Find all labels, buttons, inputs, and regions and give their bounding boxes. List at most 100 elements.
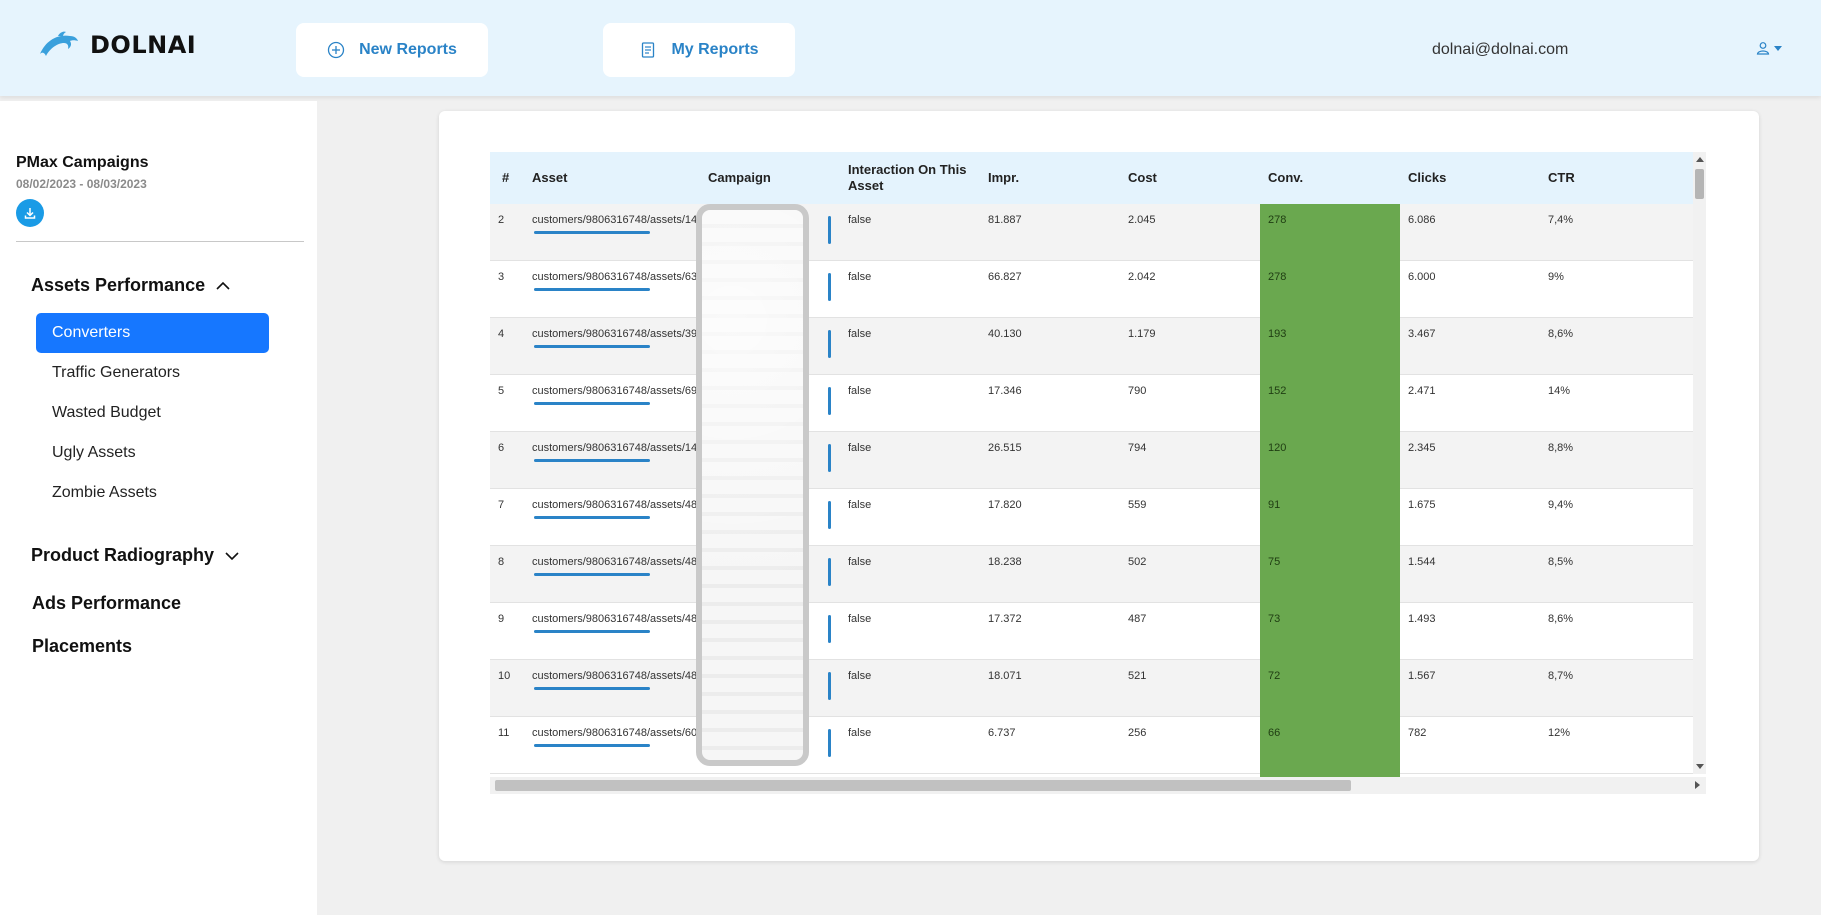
- cell-interaction: false: [848, 385, 872, 397]
- table-row[interactable]: 152 5 customers/9806316748/assets/69 false 1…: [490, 375, 1693, 432]
- cell-asset[interactable]: customers/9806316748/assets/48: [532, 499, 696, 511]
- cell-asset[interactable]: customers/9806316748/assets/14: [532, 214, 696, 226]
- cell-asset[interactable]: customers/9806316748/assets/14: [532, 442, 696, 454]
- brand-name: DOLNAI: [90, 31, 197, 59]
- cell-conv: 278: [1260, 261, 1400, 318]
- sidebar-item-label: Zombie Assets: [52, 484, 157, 501]
- cell-conv-value: 91: [1268, 499, 1281, 511]
- col-clicks[interactable]: Clicks: [1408, 170, 1447, 185]
- cell-impr: 66.827: [988, 271, 1022, 283]
- vertical-scroll-thumb[interactable]: [1695, 169, 1704, 199]
- report-title: PMax Campaigns: [16, 154, 149, 171]
- table-row[interactable]: 91 7 customers/9806316748/assets/48 false 17…: [490, 489, 1693, 546]
- cell-ctr: 8,8%: [1548, 442, 1574, 454]
- sidebar-item-converters[interactable]: Converters: [36, 313, 269, 353]
- cell-interaction: false: [848, 271, 872, 283]
- cell-conv: 278: [1260, 204, 1400, 261]
- cell-asset[interactable]: customers/9806316748/assets/48: [532, 613, 696, 625]
- sidebar-item-zombie-assets[interactable]: Zombie Assets: [36, 473, 269, 513]
- cell-index: 7: [498, 499, 505, 511]
- col-impr[interactable]: Impr.: [988, 170, 1020, 185]
- cell-asset[interactable]: customers/9806316748/assets/63: [532, 271, 696, 283]
- sidebar-item-label: Traffic Generators: [52, 364, 181, 381]
- cell-impr: 26.515: [988, 442, 1022, 454]
- download-icon: [24, 208, 36, 219]
- cell-interaction: false: [848, 613, 872, 625]
- cell-ctr: 12%: [1548, 727, 1571, 739]
- table-row[interactable]: 75 8 customers/9806316748/assets/48 false 18…: [490, 546, 1693, 603]
- horizontal-scrollbar[interactable]: [490, 777, 1706, 794]
- cell-conv-value: 72: [1268, 670, 1281, 682]
- table-row[interactable]: 278 3 customers/9806316748/assets/63 false 6…: [490, 261, 1693, 318]
- table-row[interactable]: 73 9 customers/9806316748/assets/48 false 17…: [490, 603, 1693, 660]
- cell-interaction: false: [848, 442, 872, 454]
- cell-interaction: false: [848, 328, 872, 340]
- brand-logo[interactable]: DOLNAI: [38, 30, 196, 60]
- sidebar-divider: [16, 241, 304, 242]
- cell-asset[interactable]: customers/9806316748/assets/69: [532, 385, 696, 397]
- cell-clicks: 6.086: [1408, 214, 1436, 226]
- cell-conv-value: 120: [1268, 442, 1287, 454]
- cell-cost: 794: [1128, 442, 1147, 454]
- cell-index: 3: [498, 271, 505, 283]
- col-index[interactable]: #: [502, 170, 510, 185]
- cell-conv-value: 75: [1268, 556, 1281, 568]
- cell-asset[interactable]: customers/9806316748/assets/48: [532, 670, 696, 682]
- sidebar-item-ugly-assets[interactable]: Ugly Assets: [36, 433, 269, 473]
- cell-asset[interactable]: customers/9806316748/assets/60: [532, 727, 696, 739]
- col-campaign[interactable]: Campaign: [708, 170, 771, 185]
- cell-impr: 81.887: [988, 214, 1022, 226]
- chevron-down-icon: [225, 551, 239, 560]
- sidebar-item-wasted-budget[interactable]: Wasted Budget: [36, 393, 269, 433]
- table-row[interactable]: 278 2 customers/9806316748/assets/14 false 8…: [490, 204, 1693, 261]
- asset-underline: [534, 288, 650, 291]
- cell-clicks: 1.567: [1408, 670, 1436, 682]
- cell-conv-value: 66: [1268, 727, 1281, 739]
- sidebar-item-traffic-generators[interactable]: Traffic Generators: [36, 353, 269, 393]
- plus-circle-icon: [327, 41, 345, 59]
- my-reports-button[interactable]: My Reports: [603, 23, 795, 77]
- table-row[interactable]: 193 4 customers/9806316748/assets/39 false 4…: [490, 318, 1693, 375]
- section-product-radiography[interactable]: Product Radiography: [31, 545, 240, 566]
- section-assets-performance[interactable]: Assets Performance: [31, 275, 231, 296]
- cell-conv-value: 73: [1268, 613, 1281, 625]
- user-icon: [1756, 42, 1770, 55]
- scroll-down-icon[interactable]: [1696, 764, 1704, 769]
- col-ctr[interactable]: CTR: [1548, 170, 1575, 185]
- scroll-up-icon[interactable]: [1696, 157, 1704, 162]
- cell-index: 5: [498, 385, 505, 397]
- section-placements[interactable]: Placements: [32, 636, 132, 657]
- table-row[interactable]: 66 11 customers/9806316748/assets/60 false 6…: [490, 717, 1693, 774]
- cell-conv: 66: [1260, 717, 1400, 774]
- col-conv[interactable]: Conv.: [1268, 170, 1304, 185]
- cell-clicks: 3.467: [1408, 328, 1436, 340]
- section-ads-performance[interactable]: Ads Performance: [32, 593, 181, 614]
- horizontal-scroll-thumb[interactable]: [495, 780, 1351, 791]
- cell-conv: 193: [1260, 318, 1400, 375]
- my-reports-label: My Reports: [671, 41, 759, 58]
- campaign-marker: [828, 501, 831, 529]
- top-header: DOLNAI New Reports My Reports dolnai@dol…: [0, 0, 1821, 96]
- cell-ctr: 7,4%: [1548, 214, 1574, 226]
- col-interaction[interactable]: Interaction On This Asset: [848, 162, 967, 193]
- cell-asset[interactable]: customers/9806316748/assets/48: [532, 556, 696, 568]
- asset-underline: [534, 402, 650, 405]
- dolphin-icon: [40, 31, 78, 56]
- scroll-right-icon[interactable]: [1695, 781, 1700, 789]
- vertical-scrollbar[interactable]: [1693, 152, 1706, 774]
- cell-ctr: 14%: [1548, 385, 1571, 397]
- cell-ctr: 8,6%: [1548, 613, 1574, 625]
- cell-index: 8: [498, 556, 505, 568]
- download-button[interactable]: [16, 199, 44, 227]
- col-asset[interactable]: Asset: [532, 170, 568, 185]
- cell-cost: 1.179: [1128, 328, 1156, 340]
- sidebar: PMax Campaigns 08/02/2023 - 08/03/2023 A…: [0, 101, 317, 915]
- cell-asset[interactable]: customers/9806316748/assets/39: [532, 328, 696, 340]
- table-row[interactable]: 120 6 customers/9806316748/assets/14 false 2…: [490, 432, 1693, 489]
- table-row[interactable]: 72 10 customers/9806316748/assets/48 false 1…: [490, 660, 1693, 717]
- new-reports-button[interactable]: New Reports: [296, 23, 488, 77]
- cell-interaction: false: [848, 499, 872, 511]
- user-menu-toggle[interactable]: [1756, 41, 1782, 55]
- col-cost[interactable]: Cost: [1128, 170, 1157, 185]
- cell-impr: 6.737: [988, 727, 1016, 739]
